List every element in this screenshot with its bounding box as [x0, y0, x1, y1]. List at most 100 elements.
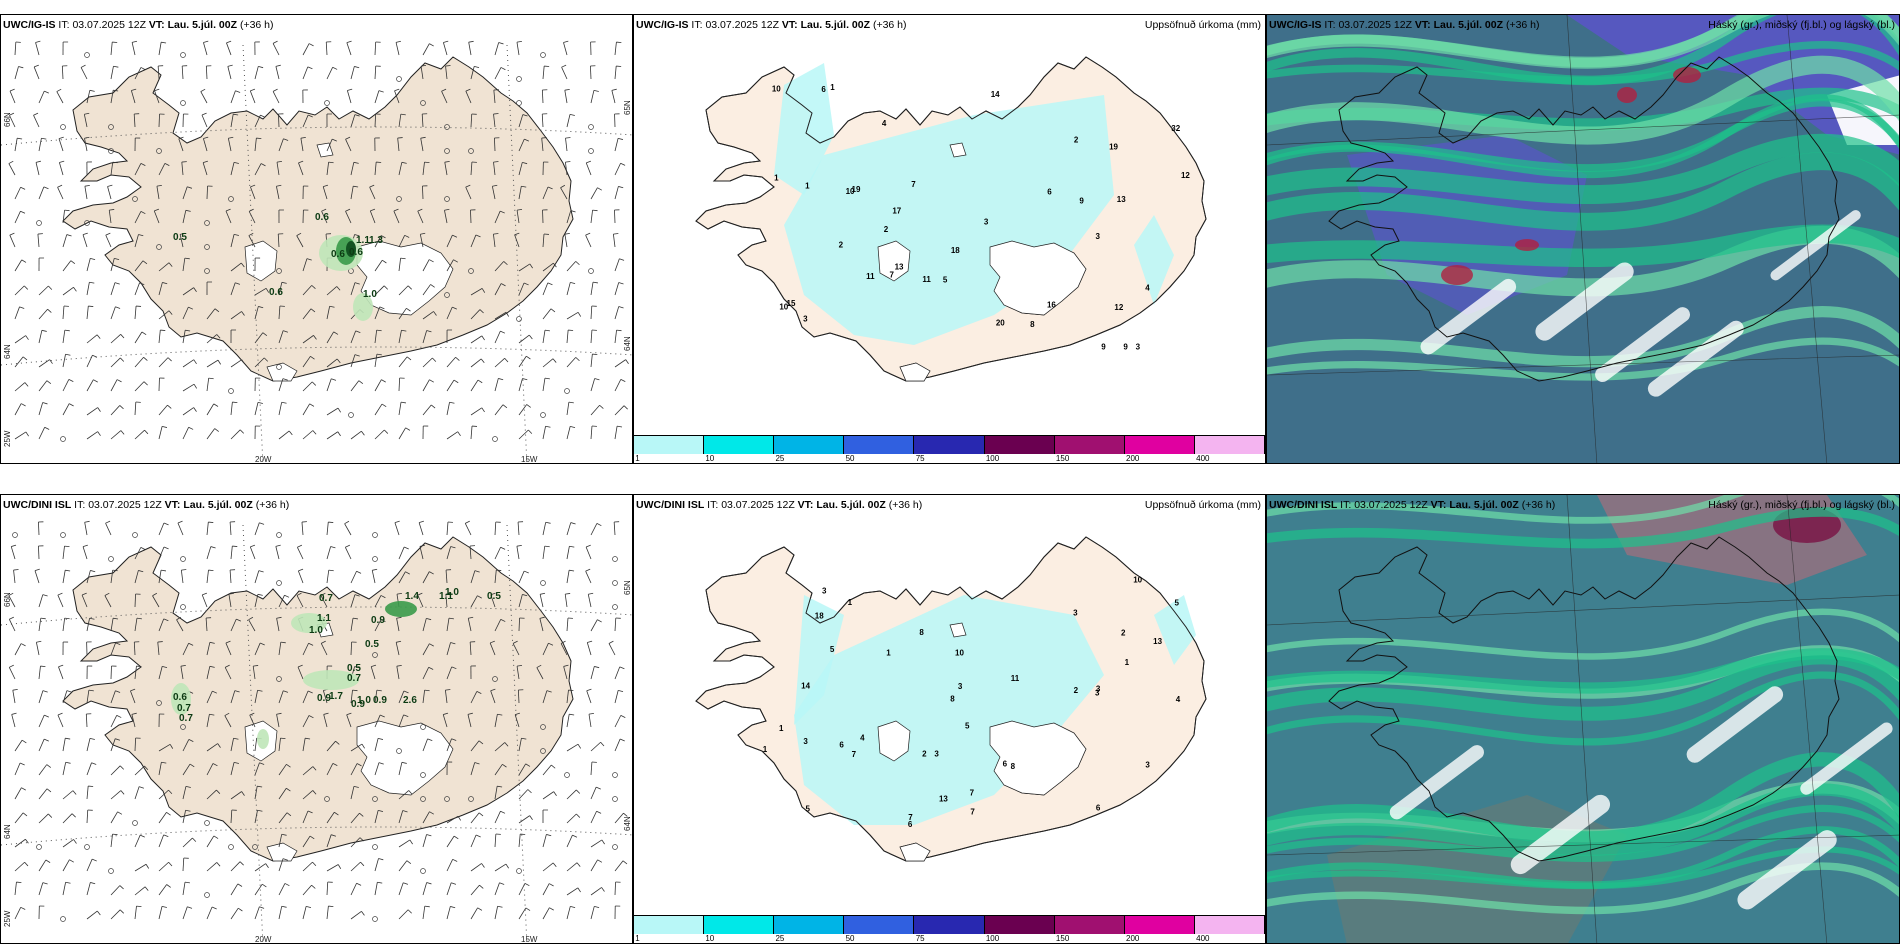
wind-barb: [181, 161, 187, 176]
wind-barb: [398, 234, 410, 248]
wind-barb: [275, 64, 281, 80]
wind-barb: [14, 186, 26, 200]
wind-barb: [302, 690, 313, 704]
wind-barb: [518, 114, 528, 128]
wind-barb: [422, 330, 432, 344]
wind-barb: [350, 785, 359, 800]
wind-barb: [230, 262, 245, 272]
colorbar-segment: [774, 436, 845, 454]
wind-barb: [302, 381, 317, 392]
wind-barb: [542, 690, 552, 704]
wind-barb: [206, 569, 214, 584]
wind-barb: [470, 288, 486, 296]
precip-value-label: 6: [908, 820, 913, 829]
cloud-panel-dini: UWC/DINI ISL IT: 03.07.2025 12Z VT: Lau.…: [1266, 494, 1900, 944]
wind-barb: [494, 546, 506, 560]
wind-barb: [230, 161, 239, 176]
wind-barb: [276, 160, 283, 176]
wind-barb: [494, 210, 505, 224]
wind-barb: [422, 404, 436, 416]
calm-circle: [60, 916, 66, 922]
wind-barb: [539, 616, 545, 632]
wind-barb: [590, 619, 602, 632]
wind-barb: [490, 592, 496, 608]
wind-barb: [38, 617, 46, 632]
wind-barb: [110, 909, 125, 920]
precip-blob: [346, 241, 356, 257]
wind-barb: [326, 811, 339, 824]
calm-circle: [156, 700, 162, 706]
calm-circle: [348, 412, 354, 418]
colorbar-tick: 1: [635, 454, 640, 463]
wind-barb: [248, 208, 256, 224]
wind-barb: [278, 883, 290, 896]
wind-barb: [302, 43, 314, 56]
wind-barb: [254, 137, 262, 152]
calm-circle: [108, 868, 114, 874]
wind-barb: [110, 65, 119, 80]
wind-barb: [297, 568, 304, 584]
calm-circle: [468, 148, 474, 154]
wind-barb: [494, 330, 506, 344]
wind-barb: [542, 65, 550, 80]
wind-barb: [205, 617, 212, 632]
wind-barb: [590, 425, 597, 440]
wind-barb: [206, 665, 215, 680]
wind-barb: [177, 520, 184, 536]
wind-barb: [446, 882, 457, 896]
lat-label: 64N: [623, 816, 632, 831]
colorbar-tick: 10: [705, 934, 715, 943]
wind-barb: [107, 184, 113, 200]
wind-barb: [62, 813, 76, 824]
wind-barb: [182, 739, 194, 752]
wind-barb: [566, 689, 574, 704]
wind-barb: [182, 426, 194, 440]
high-cloud-spot: [1673, 67, 1701, 83]
wind-barb: [374, 259, 387, 272]
cloud-streak: [1595, 307, 1690, 383]
calm-circle: [132, 532, 138, 538]
wind-barb: [302, 209, 309, 224]
wind-barb: [542, 329, 550, 344]
wind-barb: [446, 379, 459, 392]
wind-barb: [14, 762, 25, 776]
wind-barb: [110, 642, 121, 656]
wind-barb: [446, 259, 458, 272]
wind-barb: [608, 640, 616, 656]
wind-barb: [494, 261, 508, 272]
calm-circle: [228, 196, 234, 202]
calm-circle: [492, 676, 498, 682]
wind-barb: [561, 64, 568, 80]
wind-barb: [398, 113, 406, 128]
wind-barb: [275, 544, 281, 560]
precip-value-label: 2: [922, 750, 927, 759]
wind-barb: [326, 378, 337, 392]
wind-barb: [14, 906, 26, 920]
wind-barb: [62, 234, 72, 248]
calm-circle: [204, 268, 210, 274]
precip-value-label: 1: [830, 83, 835, 92]
wind-barb: [446, 306, 457, 320]
wind-barb: [489, 640, 496, 656]
wind-barb: [516, 665, 523, 680]
wind-barb: [470, 762, 480, 776]
wind-barb: [203, 136, 209, 152]
wind-barb: [86, 737, 95, 752]
wind-barb: [206, 690, 218, 704]
wind-barb: [326, 358, 341, 368]
wind-barb: [134, 886, 149, 896]
wind-barb: [38, 402, 48, 416]
wind-barb: [278, 690, 289, 704]
wind-barb: [252, 665, 259, 680]
wind-barb: [542, 809, 549, 824]
precip-area: [794, 595, 844, 725]
precip-value-label: 17: [892, 207, 901, 216]
wind-barb: [158, 618, 169, 632]
wind-barb: [254, 883, 267, 896]
wind-value-label: 0.7: [177, 703, 191, 714]
precip-value-label: 2: [884, 225, 889, 234]
wind-value-label: 0.7: [319, 593, 333, 604]
wind-barb: [417, 592, 424, 608]
wind-barb: [350, 330, 361, 344]
precip-value-label: 1: [774, 174, 779, 183]
